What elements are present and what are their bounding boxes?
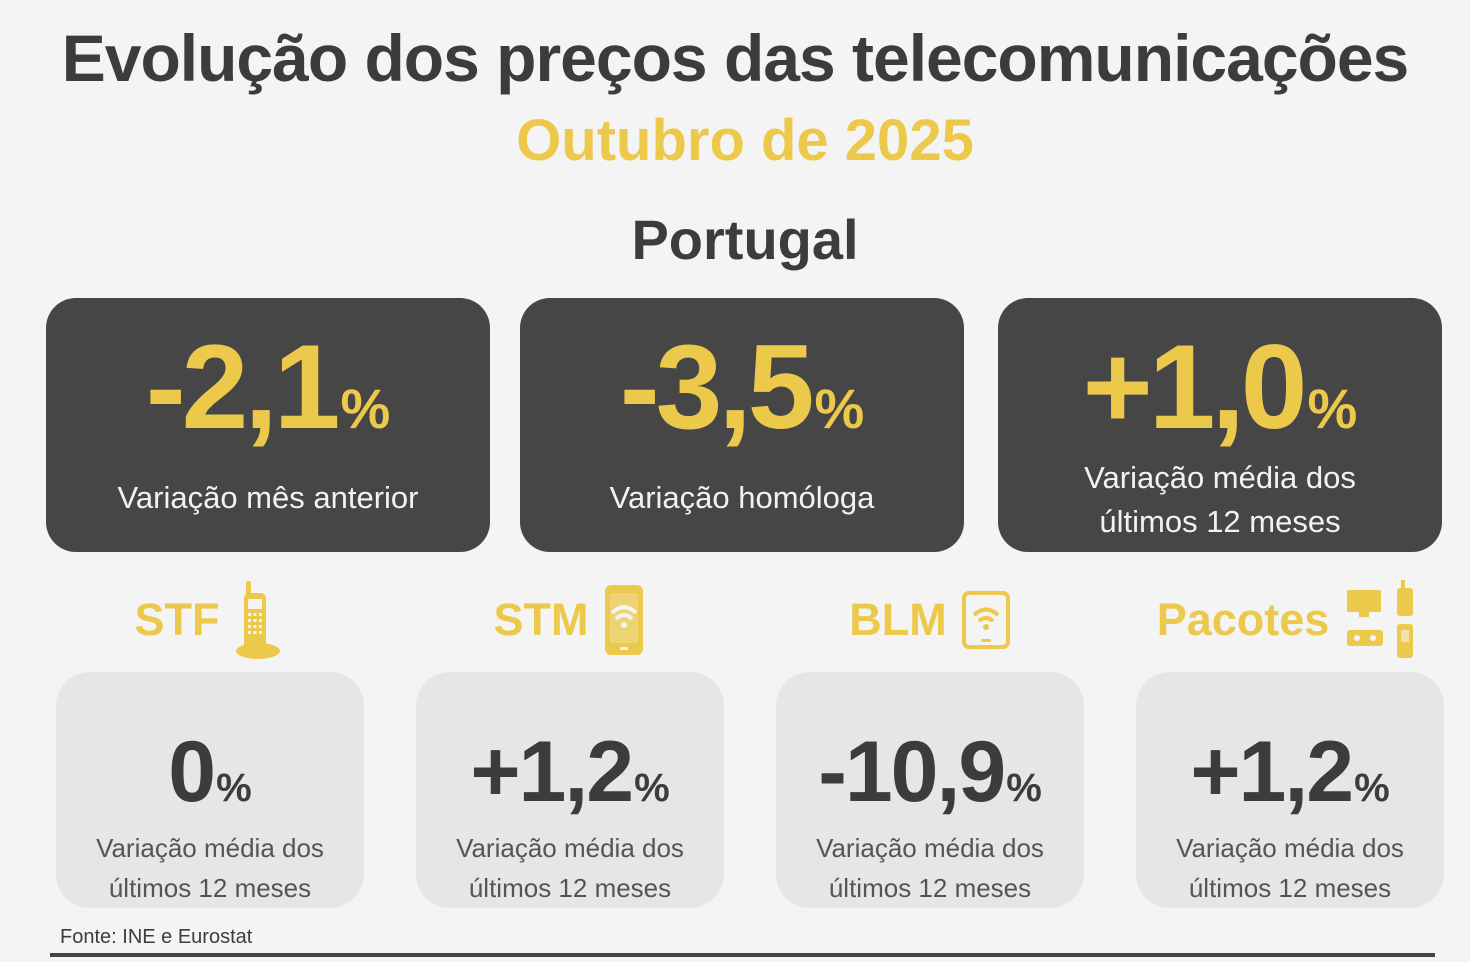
summary-label: Variação homóloga	[609, 480, 875, 515]
category-card-stm: +1,2% Variação média dos últimos 12 mese…	[416, 672, 724, 908]
value-number: -3,5	[619, 320, 815, 454]
summary-card-monthly: -2,1% Variação mês anterior	[46, 298, 490, 552]
summary-card-12m-average: +1,0% Variação média dos últimos 12 mese…	[998, 298, 1442, 552]
category-label-line2: últimos 12 meses	[468, 873, 672, 903]
percent-sign: %	[1354, 766, 1390, 810]
category-header-stf: STF	[56, 575, 364, 665]
page-title: Evolução dos preços das telecomunicações	[61, 21, 1410, 95]
category-value: +1,2%	[1136, 724, 1444, 836]
summary-value: +1,0%	[998, 322, 1442, 474]
region-heading: Portugal	[631, 208, 859, 271]
cordless-phone-icon	[235, 581, 280, 659]
percent-sign: %	[216, 766, 252, 810]
category-header-stm: STM	[416, 575, 724, 665]
smartphone-wifi-icon	[604, 585, 643, 655]
category-name: Pacotes	[1156, 594, 1330, 645]
category-value: -10,9%	[776, 724, 1084, 836]
footer-divider	[50, 953, 1435, 957]
percent-sign: %	[1307, 377, 1358, 440]
value-number: -2,1	[145, 320, 341, 454]
category-card-blm: -10,9% Variação média dos últimos 12 mes…	[776, 672, 1084, 908]
category-name: STF	[134, 594, 220, 645]
source-note: Fonte: INE e Eurostat	[60, 926, 253, 948]
summary-label-line2: últimos 12 meses	[1099, 504, 1341, 539]
category-label-line2: últimos 12 meses	[108, 873, 312, 903]
value-number: +1,2	[470, 724, 634, 820]
percent-sign: %	[634, 766, 670, 810]
percent-sign: %	[1006, 766, 1042, 810]
category-label-line1: Variação média dos	[1176, 833, 1404, 863]
category-card-stf: 0% Variação média dos últimos 12 meses	[56, 672, 364, 908]
category-header-blm: BLM	[776, 575, 1084, 665]
summary-value: -2,1%	[46, 322, 490, 474]
summary-value: -3,5%	[520, 322, 964, 474]
value-number: 0	[168, 724, 216, 820]
percent-sign: %	[814, 377, 865, 440]
category-label-line2: últimos 12 meses	[828, 873, 1032, 903]
summary-label: Variação mês anterior	[117, 480, 419, 515]
category-name: STM	[493, 594, 589, 645]
bundle-devices-icon	[1347, 580, 1414, 658]
category-value: 0%	[56, 724, 364, 836]
category-label-line1: Variação média dos	[816, 833, 1044, 863]
value-number: +1,0	[1082, 320, 1308, 454]
category-label-line1: Variação média dos	[456, 833, 684, 863]
page-subtitle: Outubro de 2025	[516, 108, 974, 173]
summary-card-yoy: -3,5% Variação homóloga	[520, 298, 964, 552]
category-label-line1: Variação média dos	[96, 833, 324, 863]
category-card-pacotes: +1,2% Variação média dos últimos 12 mese…	[1136, 672, 1444, 908]
tablet-wifi-icon	[961, 591, 1010, 649]
value-number: -10,9	[818, 724, 1006, 820]
value-number: +1,2	[1190, 724, 1354, 820]
category-label-line2: últimos 12 meses	[1188, 873, 1392, 903]
category-value: +1,2%	[416, 724, 724, 836]
summary-label-line1: Variação média dos	[1084, 460, 1356, 495]
category-header-pacotes: Pacotes	[1136, 575, 1444, 665]
category-name: BLM	[849, 594, 947, 645]
percent-sign: %	[340, 377, 391, 440]
